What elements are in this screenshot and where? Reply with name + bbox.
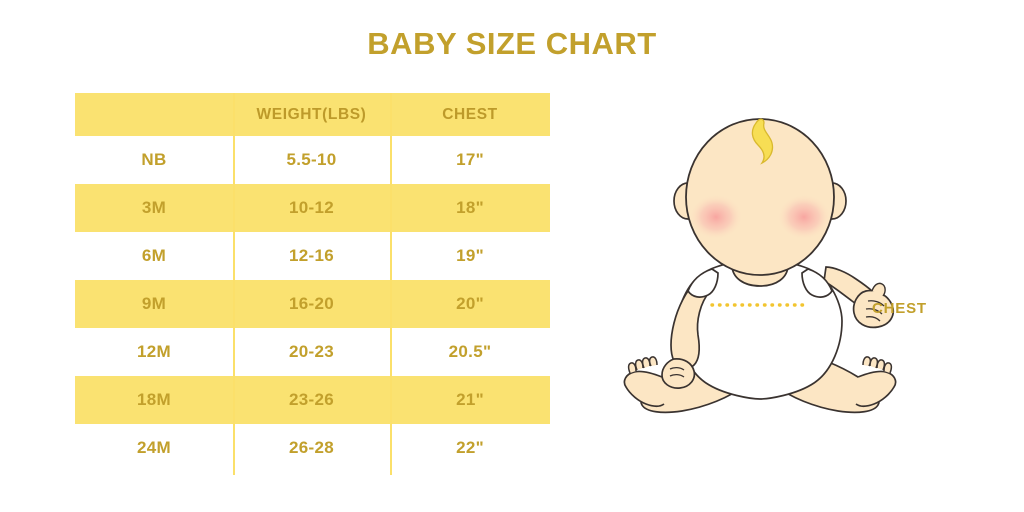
column-divider-1 bbox=[233, 93, 235, 475]
column-header-weight: WEIGHT(LBS) bbox=[256, 105, 367, 123]
chest-label: CHEST bbox=[872, 300, 927, 317]
cell-size: 3M bbox=[141, 198, 167, 217]
left-blush bbox=[689, 194, 743, 240]
right-blush bbox=[777, 194, 831, 240]
column-divider-2 bbox=[390, 93, 392, 475]
cell-weight: 16-20 bbox=[289, 294, 334, 313]
cell-size: 24M bbox=[137, 438, 171, 457]
cell-weight: 26-28 bbox=[289, 438, 334, 457]
hair-curl-icon bbox=[751, 118, 774, 165]
left-sleeve-shape bbox=[687, 268, 719, 298]
table-row: 24M 26-28 22" bbox=[75, 424, 550, 472]
baby-head bbox=[673, 118, 847, 276]
cell-chest: 21" bbox=[456, 390, 484, 409]
cell-weight: 20-23 bbox=[289, 342, 334, 361]
cell-chest: 20" bbox=[456, 294, 484, 313]
baby-figure bbox=[623, 118, 897, 414]
right-foot-shape bbox=[855, 370, 897, 408]
cell-weight: 10-12 bbox=[289, 198, 334, 217]
right-sleeve-shape bbox=[801, 268, 833, 298]
table-row: 18M 23-26 21" bbox=[75, 376, 550, 424]
cell-weight: 5.5-10 bbox=[286, 150, 337, 169]
column-header-chest: CHEST bbox=[442, 105, 498, 123]
left-foot-shape bbox=[623, 370, 665, 408]
cell-size: 18M bbox=[137, 390, 171, 409]
left-fist-shape bbox=[661, 358, 696, 389]
cell-size: 6M bbox=[141, 246, 167, 265]
cell-chest: 18" bbox=[456, 198, 484, 217]
table-header-row: WEIGHT(LBS) CHEST bbox=[75, 93, 550, 136]
cell-size: NB bbox=[141, 150, 167, 169]
baby-left-arm bbox=[661, 268, 719, 389]
cell-weight: 23-26 bbox=[289, 390, 334, 409]
page-title: BABY SIZE CHART bbox=[367, 26, 657, 61]
table-row: 3M 10-12 18" bbox=[75, 184, 550, 232]
table-row: 12M 20-23 20.5" bbox=[75, 328, 550, 376]
baby-right-arm bbox=[801, 266, 895, 329]
baby-illustration bbox=[600, 115, 920, 425]
size-table: WEIGHT(LBS) CHEST NB 5.5-10 17" 3M 10-12… bbox=[75, 93, 550, 472]
table-row: NB 5.5-10 17" bbox=[75, 136, 550, 184]
cell-size: 12M bbox=[137, 342, 171, 361]
cell-chest: 17" bbox=[456, 150, 484, 169]
cell-chest: 20.5" bbox=[448, 342, 492, 361]
cell-size: 9M bbox=[141, 294, 167, 313]
table-row: 9M 16-20 20" bbox=[75, 280, 550, 328]
cell-weight: 12-16 bbox=[289, 246, 334, 265]
cell-chest: 19" bbox=[456, 246, 484, 265]
cell-chest: 22" bbox=[456, 438, 484, 457]
table-row: 6M 12-16 19" bbox=[75, 232, 550, 280]
